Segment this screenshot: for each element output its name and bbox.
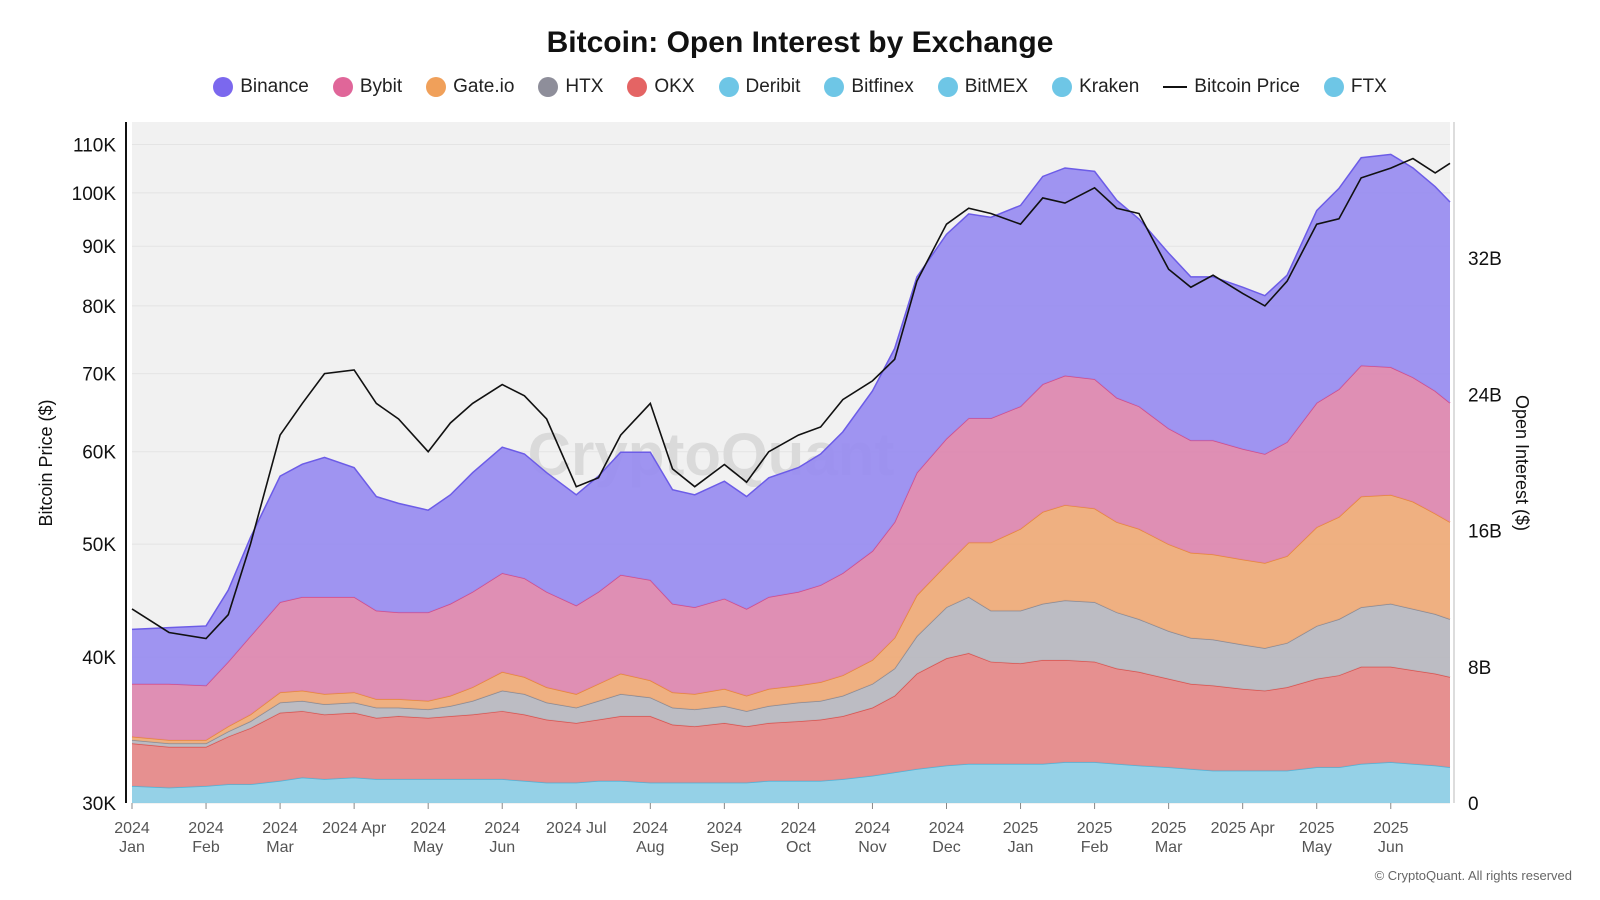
x-tick-label: 2024 Apr: [322, 820, 387, 837]
x-tick-label: 2024: [114, 820, 150, 837]
chart-legend: Binance Bybit Gate.io HTX OKX Deribit Bitfinex…: [0, 76, 1600, 98]
area-gate-io: [132, 494, 1450, 744]
x-tick-label: 2024: [855, 820, 891, 837]
x-tick-label: 2024: [410, 820, 446, 837]
x-tick-label: 2025: [1077, 820, 1113, 837]
legend-label: Kraken: [1079, 76, 1140, 97]
legend-item-binance[interactable]: Binance: [213, 76, 309, 98]
x-tick-label: 2024 Jul: [546, 820, 607, 837]
area-htx: [132, 596, 1450, 747]
y-left-tick-label: 80K: [82, 297, 116, 318]
area-okx: [132, 653, 1450, 788]
legend-swatch: [538, 77, 559, 97]
x-tick-label: Nov: [858, 839, 886, 856]
legend-swatch: [824, 77, 845, 97]
legend-label: Bitcoin Price: [1194, 76, 1300, 97]
legend-item-bitfinex[interactable]: Bitfinex: [824, 76, 914, 98]
legend-label: Bitfinex: [851, 76, 914, 97]
x-tick-label: 2024: [707, 820, 743, 837]
area-other-deribit-bitfinex-bitmex-kraken-ftx: [132, 762, 1450, 803]
y-left-tick-label: 40K: [82, 648, 116, 669]
x-tick-label: Aug: [636, 839, 664, 856]
legend-label: Deribit: [745, 76, 801, 97]
y-right-tick-label: 0: [1468, 794, 1479, 815]
legend-label: Gate.io: [453, 76, 515, 97]
x-tick-label: 2024: [929, 820, 965, 837]
legend-swatch: [426, 77, 447, 97]
y-left-tick-label: 90K: [82, 237, 116, 258]
x-tick-label: Jan: [1008, 839, 1034, 856]
x-tick-label: Feb: [192, 839, 220, 856]
legend-item-htx[interactable]: HTX: [538, 76, 603, 98]
legend-item-deribit[interactable]: Deribit: [718, 76, 801, 98]
x-tick-label: Jun: [1378, 839, 1404, 856]
legend-item-bybit[interactable]: Bybit: [332, 76, 403, 98]
x-tick-label: Jan: [119, 839, 145, 856]
legend-label: BitMEX: [964, 76, 1029, 97]
x-tick-label: Dec: [932, 839, 960, 856]
y-left-tick-label: 110K: [73, 136, 116, 157]
y-left-tick-label: 30K: [82, 794, 116, 815]
x-tick-label: 2025: [1151, 820, 1187, 837]
series-line-bitcoin-price: [131, 157, 1451, 640]
y-left-tick-label: 60K: [82, 443, 116, 464]
x-tick-label: Sep: [710, 839, 739, 856]
x-tick-label: 2025: [1299, 820, 1335, 837]
x-tick-label: 2025 Apr: [1211, 820, 1276, 837]
y-right-axis-title: Open Interest ($): [1512, 395, 1532, 531]
legend-item-okx[interactable]: OKX: [627, 76, 695, 98]
x-tick-label: Oct: [786, 839, 811, 856]
legend-swatch: [1052, 77, 1073, 97]
legend-swatch: [1323, 77, 1344, 97]
x-tick-label: Feb: [1081, 839, 1109, 856]
legend-swatch: [718, 77, 739, 97]
legend-item-ftx[interactable]: FTX: [1323, 76, 1387, 98]
y-left-axis-title: Bitcoin Price ($): [36, 399, 56, 526]
y-right-tick-label: 32B: [1468, 249, 1502, 270]
x-tick-label: Mar: [1155, 839, 1183, 856]
area-bybit: [132, 365, 1450, 741]
legend-label: HTX: [565, 76, 604, 97]
x-tick-label: 2024: [188, 820, 224, 837]
legend-swatch: [1163, 86, 1188, 88]
legend-item-gate-io[interactable]: Gate.io: [426, 76, 514, 98]
x-tick-label: 2024: [781, 820, 817, 837]
legend-item-kraken[interactable]: Kraken: [1052, 76, 1139, 98]
legend-item-bitcoin-price[interactable]: Bitcoin Price: [1163, 76, 1300, 98]
x-tick-label: Mar: [266, 839, 294, 856]
x-tick-label: 2024: [484, 820, 520, 837]
y-left-tick-label: 50K: [82, 535, 116, 556]
legend-swatch: [627, 77, 648, 97]
chart-title: Bitcoin: Open Interest by Exchange: [546, 26, 1054, 59]
x-tick-label: May: [1302, 839, 1332, 856]
legend-swatch: [213, 77, 234, 97]
legend-label: Binance: [240, 76, 309, 97]
legend-swatch: [937, 77, 958, 97]
y-right-tick-label: 16B: [1468, 522, 1502, 543]
x-tick-label: 2024: [633, 820, 669, 837]
y-right-tick-label: 8B: [1468, 658, 1491, 679]
legend-label: Bybit: [359, 76, 403, 97]
x-tick-label: May: [413, 839, 443, 856]
area-edge-binance: [131, 153, 1451, 631]
y-right-tick-label: 24B: [1468, 385, 1502, 406]
x-tick-label: Jun: [489, 839, 515, 856]
legend-label: OKX: [654, 76, 695, 97]
y-left-tick-label: 70K: [82, 365, 116, 386]
legend-item-bitmex[interactable]: BitMEX: [937, 76, 1029, 98]
legend-label: FTX: [1350, 76, 1387, 97]
x-tick-label: 2025: [1003, 820, 1039, 837]
y-left-tick-label: 100K: [72, 184, 117, 205]
copyright-text: © CryptoQuant. All rights reserved: [1374, 868, 1572, 883]
legend-swatch: [332, 77, 353, 97]
x-tick-label: 2024: [262, 820, 298, 837]
x-tick-label: 2025: [1373, 820, 1409, 837]
area-binance: [132, 154, 1450, 686]
